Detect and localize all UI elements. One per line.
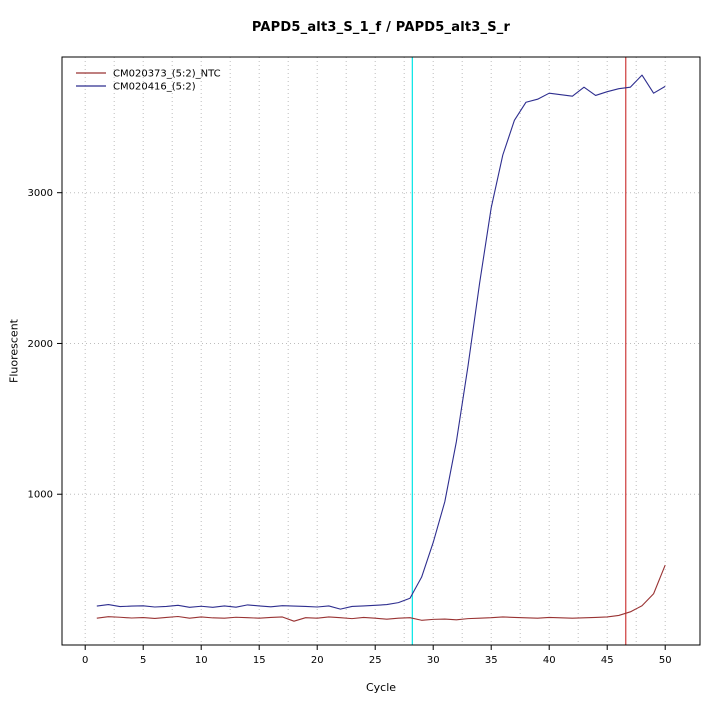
series-line-0 [96, 564, 666, 622]
x-tick-label: 10 [195, 655, 208, 666]
x-tick-label: 35 [485, 655, 498, 666]
legend-label: CM020416_(5:2) [113, 82, 196, 93]
series-line-1 [96, 74, 666, 610]
chart-title: PAPD5_alt3_S_1_f / PAPD5_alt3_S_r [251, 20, 511, 35]
x-tick-label: 5 [140, 655, 146, 666]
x-tick-label: 45 [601, 655, 614, 666]
x-tick-label: 15 [253, 655, 266, 666]
x-tick-label: 50 [659, 655, 672, 666]
x-tick-label: 30 [427, 655, 440, 666]
y-tick-label: 1000 [28, 490, 53, 501]
x-tick-label: 40 [543, 655, 556, 666]
x-tick-label: 20 [311, 655, 324, 666]
x-tick-label: 25 [369, 655, 382, 666]
x-tick-label: 0 [82, 655, 88, 666]
x-axis-label: Cycle [365, 681, 397, 694]
plot-box [61, 56, 701, 646]
y-tick-label: 3000 [28, 188, 53, 199]
y-tick-label: 2000 [28, 339, 53, 350]
legend-label: CM020373_(5:2)_NTC [113, 69, 221, 80]
